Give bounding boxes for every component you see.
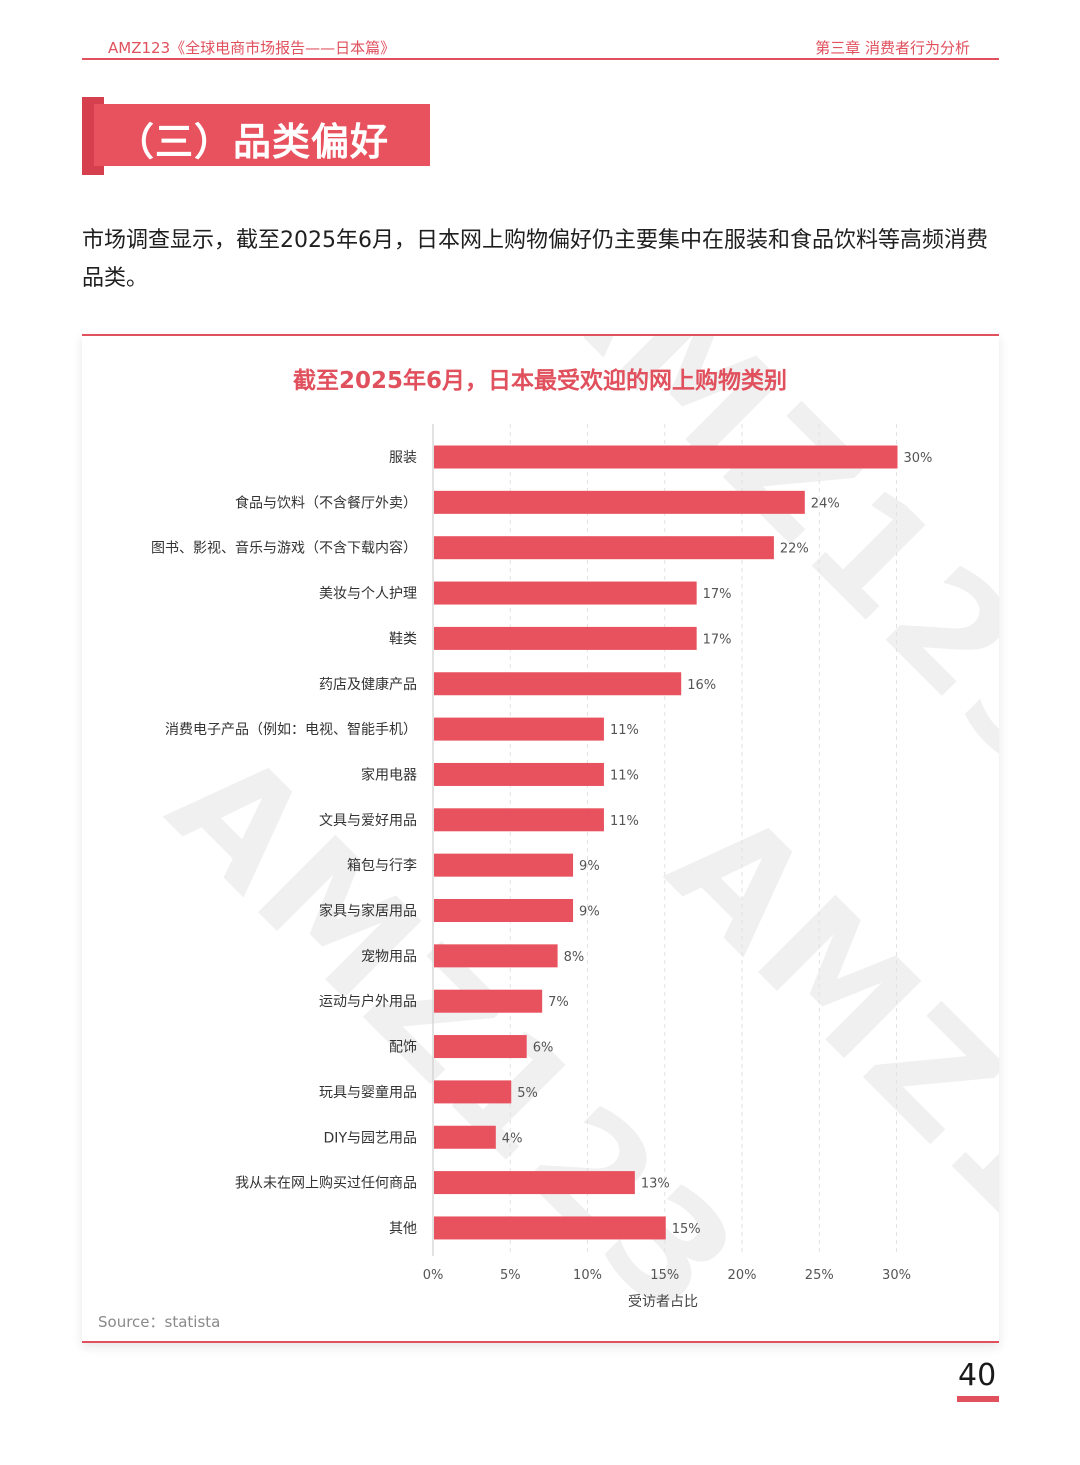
category-label: 宠物用品 xyxy=(361,949,417,965)
data-label: 15% xyxy=(672,1222,701,1237)
bar xyxy=(434,989,543,1013)
category-label: 配饰 xyxy=(389,1040,417,1056)
category-label: 消费电子产品（例如：电视、智能手机） xyxy=(165,722,417,738)
category-label: 鞋类 xyxy=(389,631,417,647)
bar xyxy=(434,717,604,741)
category-label: 运动与户外用品 xyxy=(319,993,417,1010)
data-label: 4% xyxy=(502,1131,523,1146)
data-label: 24% xyxy=(811,496,840,511)
x-tick-label: 0% xyxy=(423,1268,444,1283)
section-banner xyxy=(94,104,430,166)
bar xyxy=(434,581,697,605)
category-label: 我从未在网上购买过任何商品 xyxy=(235,1176,417,1192)
x-tick-label: 25% xyxy=(805,1268,834,1283)
watermark: AMZ123 xyxy=(497,336,999,813)
category-label: 食品与饮料（不含餐厅外卖） xyxy=(235,494,417,511)
x-tick-label: 15% xyxy=(650,1268,679,1283)
data-label: 13% xyxy=(641,1177,670,1192)
category-label: 图书、影视、音乐与游戏（不含下载内容） xyxy=(151,540,417,557)
x-tick-label: 10% xyxy=(573,1268,602,1283)
bar xyxy=(434,490,805,514)
data-label: 16% xyxy=(687,678,716,693)
x-tick-label: 5% xyxy=(500,1268,521,1283)
category-label: 家具与家居用品 xyxy=(319,903,417,920)
source-note: Source：statista xyxy=(98,1313,220,1331)
bar xyxy=(434,672,682,696)
data-label: 9% xyxy=(579,859,600,874)
bar xyxy=(434,445,898,469)
category-label: 服装 xyxy=(389,450,417,466)
grid-layer xyxy=(509,424,897,1256)
page-number-underline xyxy=(957,1396,999,1402)
page-number: 40 xyxy=(958,1358,997,1393)
report-title: AMZ123《全球电商市场报告——日本篇》 xyxy=(108,39,396,57)
x-tick-label: 20% xyxy=(728,1268,757,1283)
data-label: 9% xyxy=(579,905,600,920)
category-label: 玩具与婴童用品 xyxy=(319,1084,417,1101)
section-title: （三）品类偏好 xyxy=(116,120,390,164)
bar xyxy=(434,808,604,832)
data-label: 11% xyxy=(610,768,639,783)
intro-paragraph: 市场调查显示，截至2025年6月，日本网上购物偏好仍主要集中在服装和食品饮料等高… xyxy=(82,228,988,291)
x-tick-label: 30% xyxy=(882,1268,911,1283)
category-label: 箱包与行李 xyxy=(347,858,417,874)
bar xyxy=(434,1125,496,1149)
bars-layer xyxy=(434,445,898,1240)
chart-card: AMZ123 AMZ123 AMZ123 截至2025年6月，日本最受欢迎的网上… xyxy=(82,334,999,1343)
data-label: 11% xyxy=(610,723,639,738)
x-axis-label: 受访者占比 xyxy=(628,1294,698,1310)
bar xyxy=(434,1216,666,1240)
bar xyxy=(434,762,604,786)
bar xyxy=(434,536,774,560)
chapter-title: 第三章 消费者行为分析 xyxy=(815,39,970,57)
data-label: 17% xyxy=(703,587,732,602)
axis-layer: 0% 5% 10% 15% 20% 25% 30% 服装 30% 食品与饮料（不含餐厅外卖） 24%… xyxy=(151,424,932,1283)
bar xyxy=(434,1171,635,1195)
bar xyxy=(434,626,697,650)
chart-title: 截至2025年6月，日本最受欢迎的网上购物类别 xyxy=(293,367,787,394)
bar xyxy=(434,1035,527,1059)
data-label: 11% xyxy=(610,814,639,829)
category-label: 文具与爱好用品 xyxy=(319,813,417,829)
bar xyxy=(434,1080,512,1104)
category-label: 美妆与个人护理 xyxy=(319,586,417,602)
category-label: DIY与园艺用品 xyxy=(324,1130,417,1146)
data-label: 8% xyxy=(564,950,585,965)
category-label: 药店及健康产品 xyxy=(319,676,417,693)
data-label: 5% xyxy=(517,1086,538,1101)
data-label: 6% xyxy=(533,1041,554,1056)
bar xyxy=(434,853,574,877)
data-label: 22% xyxy=(780,542,809,557)
bar xyxy=(434,944,558,968)
data-label: 30% xyxy=(904,451,933,466)
data-label: 7% xyxy=(548,995,569,1010)
category-label: 家用电器 xyxy=(361,766,417,783)
category-label: 其他 xyxy=(389,1221,417,1237)
bar xyxy=(434,899,574,922)
data-label: 17% xyxy=(703,632,732,647)
header-divider xyxy=(82,58,999,60)
bar-chart: AMZ123 AMZ123 AMZ123 截至2025年6月，日本最受欢迎的网上… xyxy=(98,336,999,1341)
